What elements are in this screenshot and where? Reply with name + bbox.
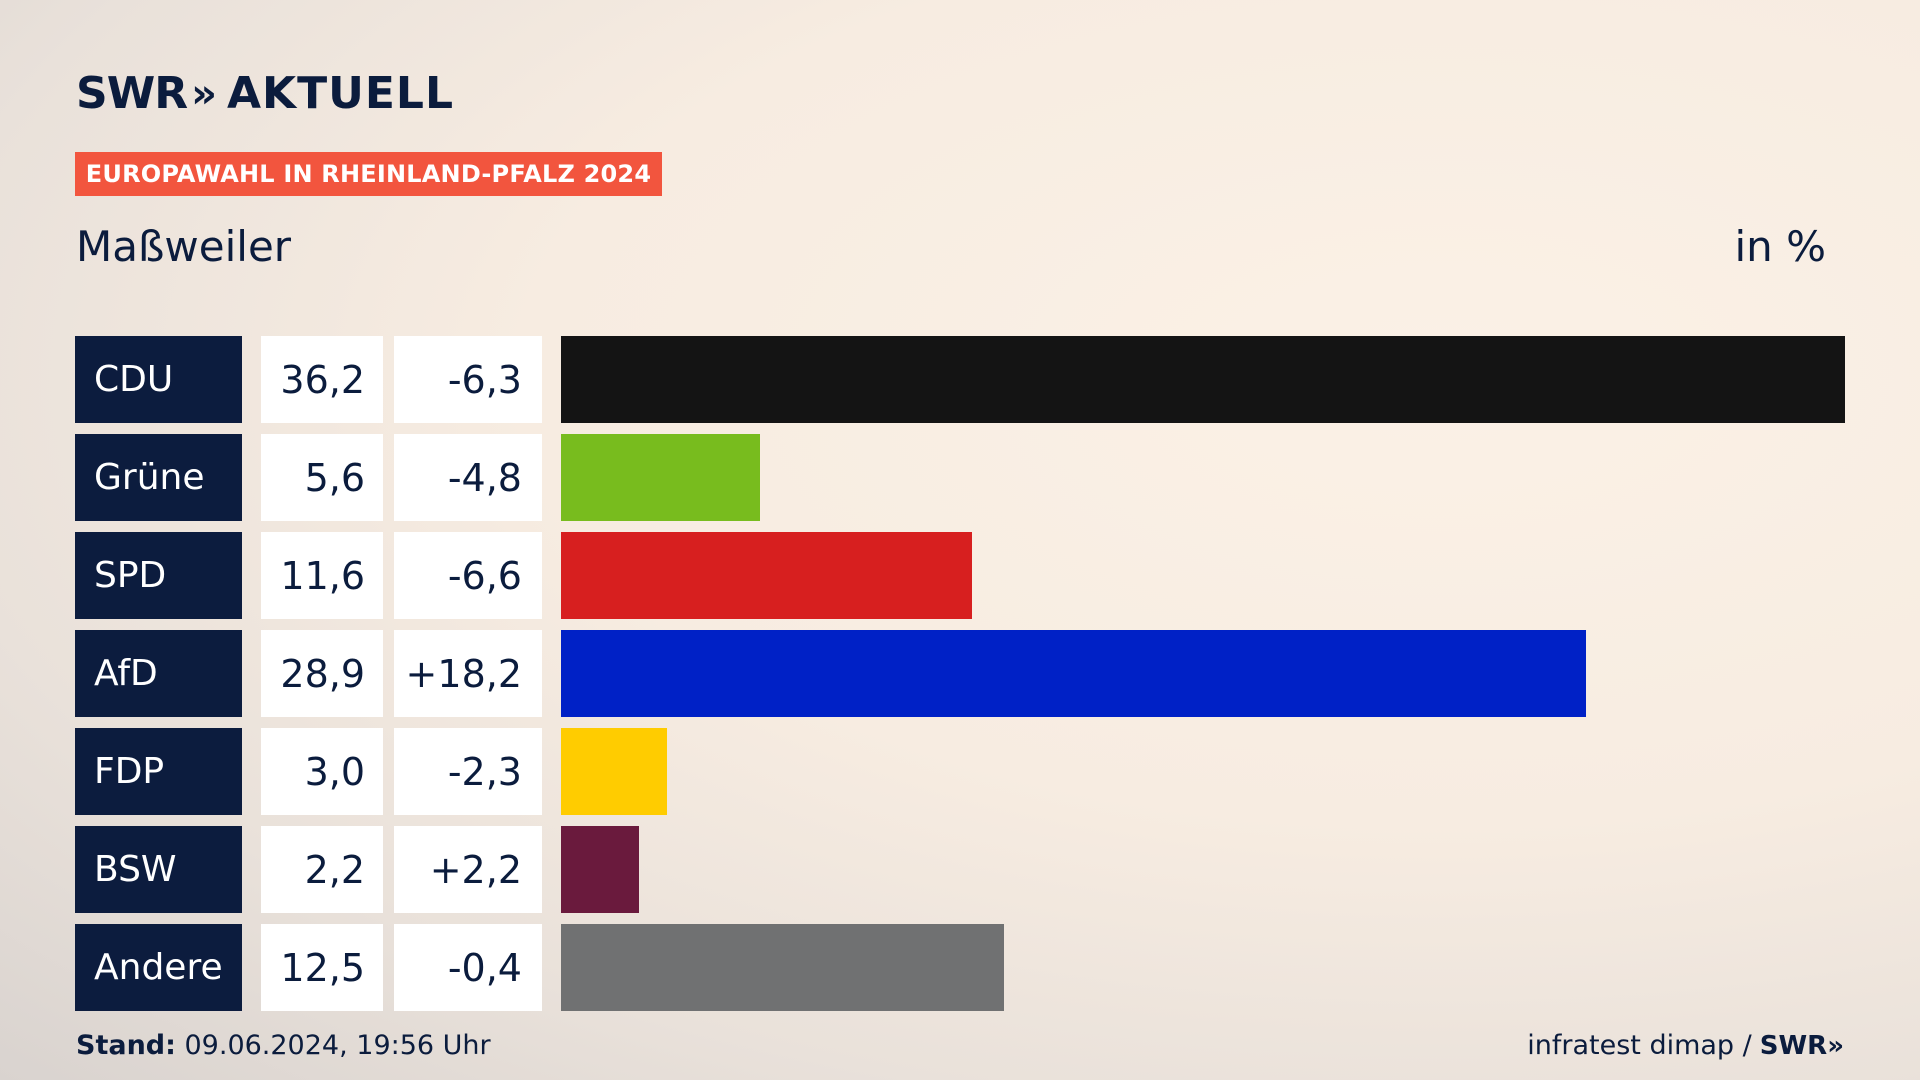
party-change: -4,8 (394, 434, 542, 521)
logo-chevron-icon: » (191, 70, 217, 117)
party-value: 11,6 (261, 532, 383, 619)
party-bar (561, 630, 1586, 717)
party-label: CDU (75, 336, 242, 423)
swr-aktuell-logo: SWR » AKTUELL (76, 68, 454, 119)
party-row: AfD 28,9 +18,2 (75, 630, 1845, 717)
party-change: -0,4 (394, 924, 542, 1011)
party-row: Grüne 5,6 -4,8 (75, 434, 1845, 521)
party-value: 3,0 (261, 728, 383, 815)
party-row: BSW 2,2 +2,2 (75, 826, 1845, 913)
party-label: AfD (75, 630, 242, 717)
source-credit: infratest dimap / SWR» (1527, 1030, 1844, 1061)
party-row: SPD 11,6 -6,6 (75, 532, 1845, 619)
party-bar (561, 924, 1004, 1011)
party-value: 28,9 (261, 630, 383, 717)
party-bar (561, 826, 639, 913)
party-bar (561, 728, 667, 815)
party-label: SPD (75, 532, 242, 619)
party-change: -6,3 (394, 336, 542, 423)
party-change: -6,6 (394, 532, 542, 619)
stand-label: Stand: (76, 1030, 176, 1061)
party-row: CDU 36,2 -6,3 (75, 336, 1845, 423)
party-value: 5,6 (261, 434, 383, 521)
election-banner: EUROPAWAHL IN RHEINLAND-PFALZ 2024 (75, 152, 662, 196)
party-value: 2,2 (261, 826, 383, 913)
party-change: +18,2 (394, 630, 542, 717)
timestamp: Stand: 09.06.2024, 19:56 Uhr (76, 1030, 491, 1061)
party-change: +2,2 (394, 826, 542, 913)
unit-label: in % (1734, 222, 1826, 271)
party-row: FDP 3,0 -2,3 (75, 728, 1845, 815)
logo-title: AKTUELL (226, 68, 454, 119)
logo-brand: SWR (76, 68, 188, 119)
party-bar (561, 434, 760, 521)
party-bar (561, 336, 1845, 423)
region-title: Maßweiler (76, 222, 292, 271)
party-change: -2,3 (394, 728, 542, 815)
source-brand-logo: SWR» (1759, 1030, 1844, 1061)
source-label: infratest dimap / (1527, 1030, 1752, 1061)
party-label: Andere (75, 924, 242, 1011)
party-bar (561, 532, 972, 619)
party-row: Andere 12,5 -0,4 (75, 924, 1845, 1011)
party-label: FDP (75, 728, 242, 815)
party-value: 12,5 (261, 924, 383, 1011)
party-label: Grüne (75, 434, 242, 521)
party-value: 36,2 (261, 336, 383, 423)
stand-value: 09.06.2024, 19:56 Uhr (175, 1030, 491, 1061)
party-label: BSW (75, 826, 242, 913)
